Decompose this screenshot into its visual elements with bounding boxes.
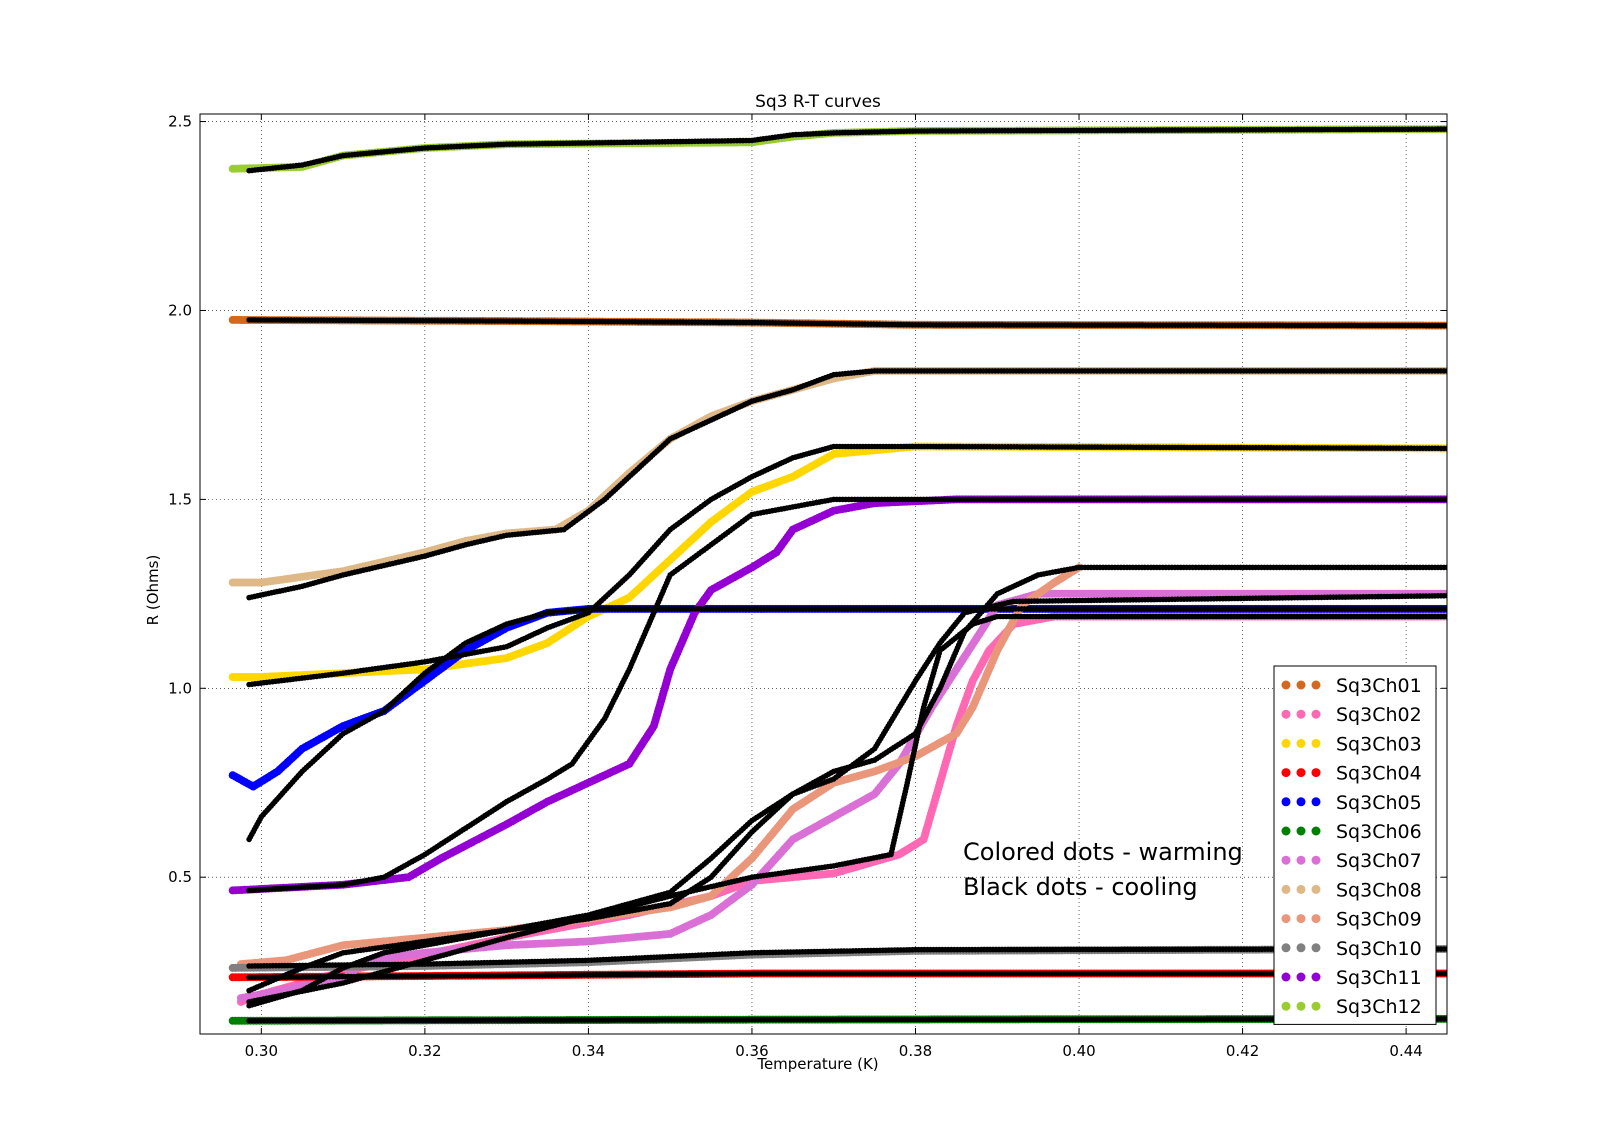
x-axis-label: Temperature (K) — [756, 1055, 878, 1073]
annotation-warming: Colored dots - warming — [963, 838, 1243, 866]
chart-title: Sq3 R-T curves — [755, 92, 881, 112]
y-axis-label: R (Ohms) — [144, 555, 162, 626]
